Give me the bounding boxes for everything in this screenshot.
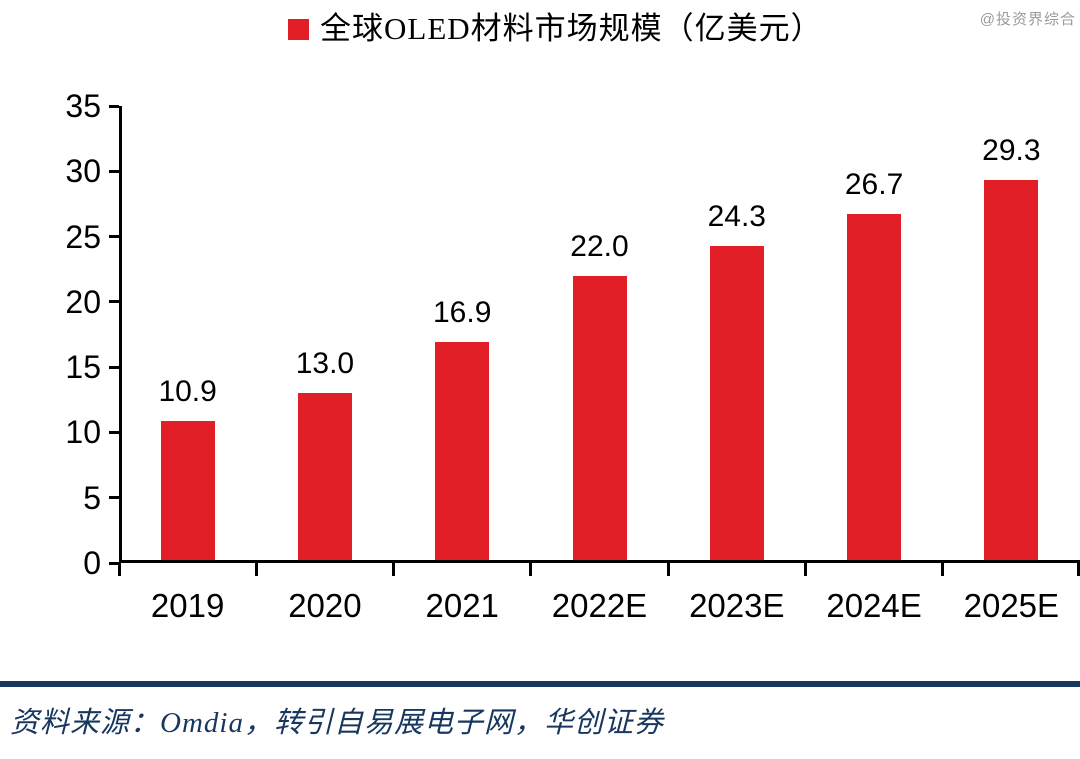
y-tick-25	[109, 235, 119, 239]
y-tick-30	[109, 169, 119, 173]
bar-2020	[297, 393, 352, 563]
y-tick-label-30: 30	[65, 153, 101, 190]
x-tick-2	[392, 563, 396, 576]
x-category-label-2019: 2019	[150, 587, 225, 624]
source-note: 资料来源：Omdia，转引自易展电子网，华创证券	[10, 707, 664, 739]
data-label-2025E: 29.3	[982, 134, 1041, 168]
bar-2022E	[572, 275, 627, 563]
data-label-2024E: 26.7	[844, 168, 904, 202]
bar-2024E	[847, 214, 902, 563]
bar-2019	[160, 420, 215, 563]
y-tick-0	[109, 561, 119, 565]
x-axis-line	[119, 560, 1080, 563]
plot-area: 0 5 10 15 20 25 30 35 10.9 2019 13.0 2020 16.9 2021 22…	[65, 88, 1080, 624]
legend-label: 全球OLED材料市场规模（亿美元）	[320, 11, 823, 46]
y-tick-5	[109, 496, 119, 500]
x-tick-1	[254, 563, 258, 576]
x-tick-5	[803, 563, 807, 576]
x-tick-0	[117, 563, 121, 576]
x-category-label-2022E: 2022E	[551, 587, 648, 624]
x-tick-6	[941, 563, 945, 576]
x-category-label-2025E: 2025E	[963, 587, 1060, 624]
watermark-text: @投资界综合	[979, 11, 1076, 28]
data-label-2020: 13.0	[295, 347, 355, 381]
y-tick-10	[109, 430, 119, 434]
chart-legend: 全球OLED材料市场规模（亿美元）	[288, 12, 823, 46]
x-category-label-2024E: 2024E	[826, 587, 922, 624]
y-tick-label-35: 35	[65, 88, 101, 124]
y-tick-15	[109, 365, 119, 369]
data-label-2023E: 24.3	[707, 199, 766, 233]
x-tick-4	[666, 563, 670, 576]
footer-divider	[0, 681, 1080, 687]
data-label-2022E: 22.0	[570, 229, 629, 263]
y-tick-label-0: 0	[83, 545, 101, 581]
y-tick-20	[109, 300, 119, 304]
data-label-2019: 10.9	[158, 374, 217, 408]
y-tick-35	[109, 104, 119, 108]
y-tick-label-15: 15	[65, 349, 101, 386]
y-tick-label-5: 5	[83, 479, 101, 516]
bar-2023E	[709, 245, 764, 563]
y-tick-label-10: 10	[65, 414, 101, 451]
x-tick-7	[1077, 563, 1080, 576]
y-tick-label-25: 25	[65, 218, 101, 255]
legend-swatch-icon	[288, 18, 309, 40]
x-category-label-2023E: 2023E	[689, 587, 785, 624]
x-category-label-2020: 2020	[288, 587, 362, 624]
x-tick-3	[529, 563, 533, 576]
bar-2025E	[984, 180, 1039, 563]
x-category-label-2021: 2021	[425, 587, 499, 624]
data-label-2021: 16.9	[433, 296, 492, 330]
y-tick-label-20: 20	[65, 283, 101, 320]
y-axis-line	[119, 106, 122, 563]
bar-2021	[435, 342, 490, 563]
